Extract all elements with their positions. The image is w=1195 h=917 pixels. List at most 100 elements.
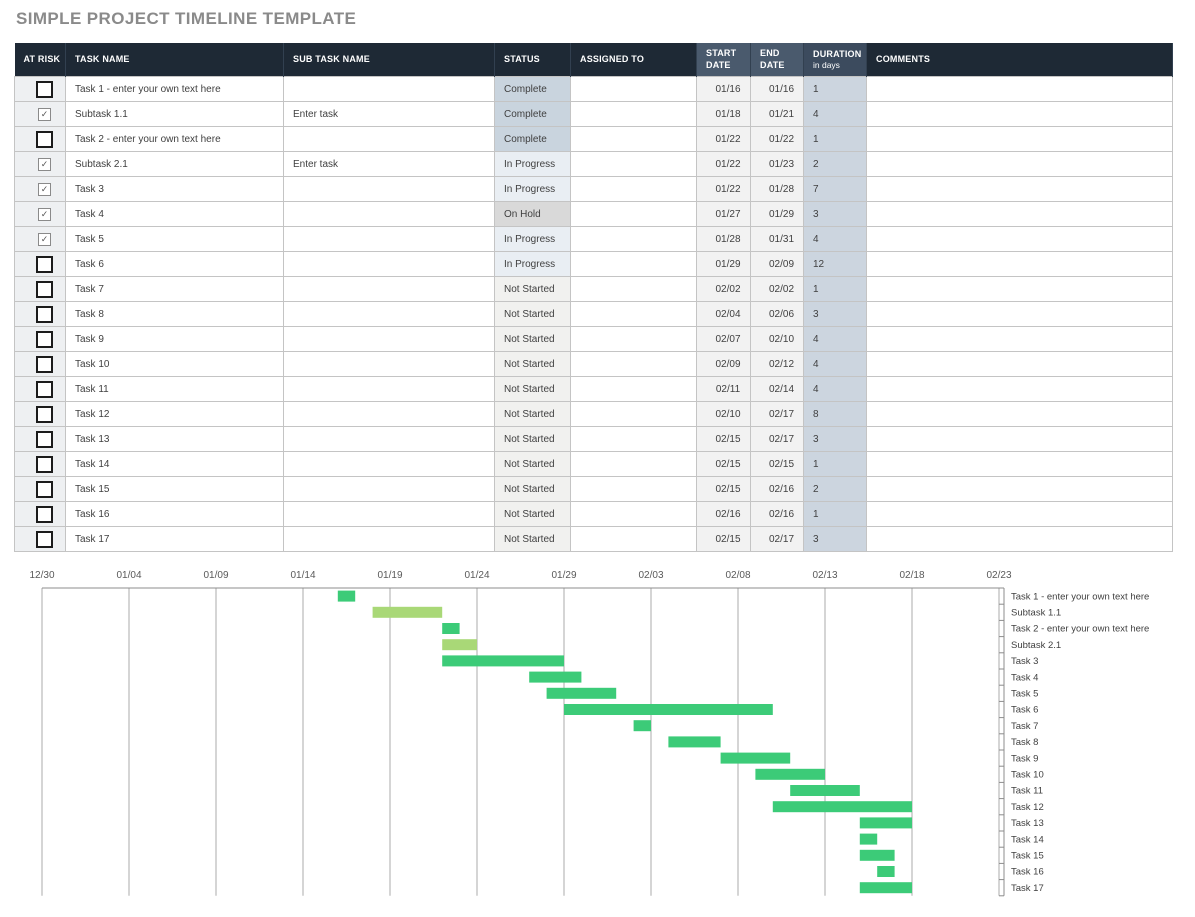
sub-task-name-cell[interactable]: Enter task — [283, 101, 495, 127]
comments-cell[interactable] — [866, 101, 1173, 127]
assigned-to-cell[interactable] — [570, 501, 697, 527]
comments-cell[interactable] — [866, 126, 1173, 152]
start-date-cell[interactable]: 02/11 — [696, 376, 751, 402]
status-cell[interactable]: In Progress — [494, 176, 571, 202]
sub-task-name-cell[interactable] — [283, 476, 495, 502]
duration-cell[interactable]: 4 — [803, 351, 867, 377]
at-risk-checkbox-checked[interactable]: ✓ — [38, 182, 51, 196]
at-risk-checkbox-checked[interactable]: ✓ — [38, 107, 51, 121]
assigned-to-cell[interactable] — [570, 451, 697, 477]
sub-task-name-cell[interactable] — [283, 301, 495, 327]
duration-cell[interactable]: 4 — [803, 101, 867, 127]
status-cell[interactable]: Not Started — [494, 376, 571, 402]
task-name-cell[interactable]: Task 17 — [65, 526, 284, 552]
at-risk-checkbox-unchecked[interactable] — [36, 505, 53, 523]
end-date-cell[interactable]: 02/17 — [750, 401, 804, 427]
at-risk-cell[interactable] — [14, 476, 66, 502]
end-date-cell[interactable]: 02/02 — [750, 276, 804, 302]
duration-cell[interactable]: 1 — [803, 451, 867, 477]
start-date-cell[interactable]: 02/15 — [696, 451, 751, 477]
sub-task-name-cell[interactable] — [283, 451, 495, 477]
comments-cell[interactable] — [866, 176, 1173, 202]
task-name-cell[interactable]: Task 3 — [65, 176, 284, 202]
status-cell[interactable]: Not Started — [494, 351, 571, 377]
end-date-cell[interactable]: 02/17 — [750, 426, 804, 452]
status-cell[interactable]: On Hold — [494, 201, 571, 227]
at-risk-checkbox-checked[interactable]: ✓ — [38, 157, 51, 171]
status-cell[interactable]: Complete — [494, 101, 571, 127]
status-cell[interactable]: Not Started — [494, 401, 571, 427]
at-risk-checkbox-unchecked[interactable] — [36, 430, 53, 448]
end-date-cell[interactable]: 01/21 — [750, 101, 804, 127]
task-name-cell[interactable]: Subtask 2.1 — [65, 151, 284, 177]
at-risk-checkbox-unchecked[interactable] — [36, 530, 53, 548]
assigned-to-cell[interactable] — [570, 301, 697, 327]
sub-task-name-cell[interactable] — [283, 251, 495, 277]
sub-task-name-cell[interactable] — [283, 376, 495, 402]
at-risk-checkbox-unchecked[interactable] — [36, 130, 53, 148]
duration-cell[interactable]: 4 — [803, 226, 867, 252]
end-date-cell[interactable]: 02/16 — [750, 476, 804, 502]
sub-task-name-cell[interactable] — [283, 76, 495, 102]
duration-cell[interactable]: 1 — [803, 501, 867, 527]
sub-task-name-cell[interactable] — [283, 526, 495, 552]
assigned-to-cell[interactable] — [570, 276, 697, 302]
assigned-to-cell[interactable] — [570, 476, 697, 502]
end-date-cell[interactable]: 02/12 — [750, 351, 804, 377]
start-date-cell[interactable]: 02/02 — [696, 276, 751, 302]
status-cell[interactable]: Not Started — [494, 451, 571, 477]
comments-cell[interactable] — [866, 476, 1173, 502]
status-cell[interactable]: Not Started — [494, 526, 571, 552]
task-name-cell[interactable]: Task 5 — [65, 226, 284, 252]
duration-cell[interactable]: 12 — [803, 251, 867, 277]
at-risk-cell[interactable]: ✓ — [14, 151, 66, 177]
end-date-cell[interactable]: 01/22 — [750, 126, 804, 152]
at-risk-cell[interactable] — [14, 501, 66, 527]
start-date-cell[interactable]: 02/15 — [696, 426, 751, 452]
duration-cell[interactable]: 4 — [803, 326, 867, 352]
comments-cell[interactable] — [866, 76, 1173, 102]
at-risk-checkbox-unchecked[interactable] — [36, 330, 53, 348]
assigned-to-cell[interactable] — [570, 76, 697, 102]
at-risk-checkbox-unchecked[interactable] — [36, 80, 53, 98]
start-date-cell[interactable]: 02/07 — [696, 326, 751, 352]
end-date-cell[interactable]: 01/31 — [750, 226, 804, 252]
sub-task-name-cell[interactable] — [283, 501, 495, 527]
duration-cell[interactable]: 1 — [803, 76, 867, 102]
at-risk-checkbox-unchecked[interactable] — [36, 305, 53, 323]
comments-cell[interactable] — [866, 426, 1173, 452]
sub-task-name-cell[interactable] — [283, 401, 495, 427]
task-name-cell[interactable]: Subtask 1.1 — [65, 101, 284, 127]
start-date-cell[interactable]: 01/29 — [696, 251, 751, 277]
at-risk-cell[interactable] — [14, 326, 66, 352]
duration-cell[interactable]: 3 — [803, 426, 867, 452]
start-date-cell[interactable]: 01/27 — [696, 201, 751, 227]
status-cell[interactable]: Not Started — [494, 476, 571, 502]
start-date-cell[interactable]: 01/22 — [696, 151, 751, 177]
at-risk-cell[interactable]: ✓ — [14, 101, 66, 127]
comments-cell[interactable] — [866, 401, 1173, 427]
at-risk-cell[interactable]: ✓ — [14, 201, 66, 227]
task-name-cell[interactable]: Task 2 - enter your own text here — [65, 126, 284, 152]
duration-cell[interactable]: 8 — [803, 401, 867, 427]
at-risk-cell[interactable]: ✓ — [14, 176, 66, 202]
status-cell[interactable]: Not Started — [494, 501, 571, 527]
task-name-cell[interactable]: Task 11 — [65, 376, 284, 402]
at-risk-checkbox-unchecked[interactable] — [36, 405, 53, 423]
status-cell[interactable]: Not Started — [494, 426, 571, 452]
status-cell[interactable]: In Progress — [494, 226, 571, 252]
comments-cell[interactable] — [866, 151, 1173, 177]
task-name-cell[interactable]: Task 16 — [65, 501, 284, 527]
comments-cell[interactable] — [866, 451, 1173, 477]
at-risk-cell[interactable] — [14, 426, 66, 452]
duration-cell[interactable]: 4 — [803, 376, 867, 402]
start-date-cell[interactable]: 01/18 — [696, 101, 751, 127]
start-date-cell[interactable]: 02/15 — [696, 526, 751, 552]
end-date-cell[interactable]: 02/10 — [750, 326, 804, 352]
duration-cell[interactable]: 3 — [803, 301, 867, 327]
comments-cell[interactable] — [866, 326, 1173, 352]
end-date-cell[interactable]: 02/17 — [750, 526, 804, 552]
end-date-cell[interactable]: 01/16 — [750, 76, 804, 102]
task-name-cell[interactable]: Task 10 — [65, 351, 284, 377]
task-name-cell[interactable]: Task 7 — [65, 276, 284, 302]
